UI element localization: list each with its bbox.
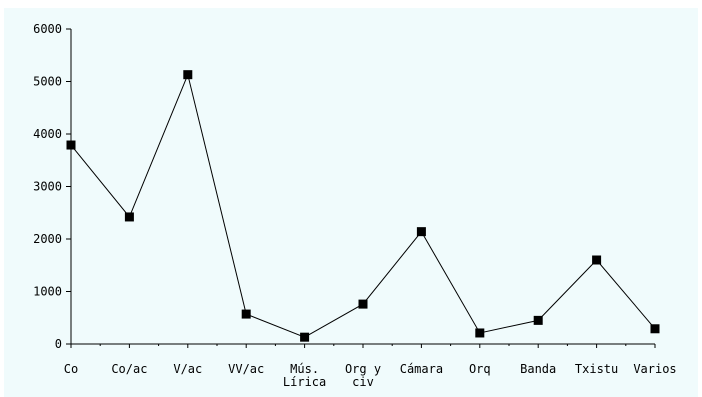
x-tick-label: Mús. Lírica: [283, 362, 326, 389]
series-co-ac-line: [66, 70, 660, 342]
x-tick-label: V/ac: [173, 362, 202, 376]
data-point-marker: [124, 212, 134, 222]
data-point-marker: [416, 227, 426, 237]
y-axis: 0 1000 2000 3000 4000 5000 6000: [33, 22, 72, 351]
x-tick-label: Org y civ: [345, 362, 381, 389]
y-tick-label: 5000: [33, 75, 62, 89]
data-point-marker: [358, 299, 368, 309]
data-point-marker: [66, 140, 76, 150]
chart-background: [4, 8, 698, 397]
x-tick-label: Cámara: [400, 362, 443, 376]
x-tick-label: Co/ac: [111, 362, 147, 376]
x-tick-label: Co: [64, 362, 78, 376]
data-point-marker: [475, 328, 485, 338]
series-line: [70, 73, 656, 338]
y-tick-label: 1000: [33, 285, 62, 299]
x-tick-label: Orq: [469, 362, 491, 376]
y-tick-label: 4000: [33, 127, 62, 141]
y-tick-label: 2000: [33, 232, 62, 246]
y-tick-label: 6000: [33, 22, 62, 36]
data-point-marker: [300, 332, 310, 342]
data-point-marker: [533, 315, 543, 325]
x-tick-label: VV/ac: [228, 362, 264, 376]
x-axis: Co Co/ac V/ac VV/ac Mús. Lírica Org y civ Cámara…: [64, 343, 677, 389]
data-point-marker: [241, 309, 251, 319]
data-point-marker: [183, 70, 193, 80]
data-point-marker: [592, 255, 602, 265]
x-tick-label: Banda: [520, 362, 556, 376]
data-point-marker: [650, 324, 660, 334]
y-tick-label: 3000: [33, 180, 62, 194]
y-tick-label: 0: [55, 337, 62, 351]
x-tick-label: Txistu: [575, 362, 618, 376]
x-tick-label: Varios: [633, 362, 676, 376]
